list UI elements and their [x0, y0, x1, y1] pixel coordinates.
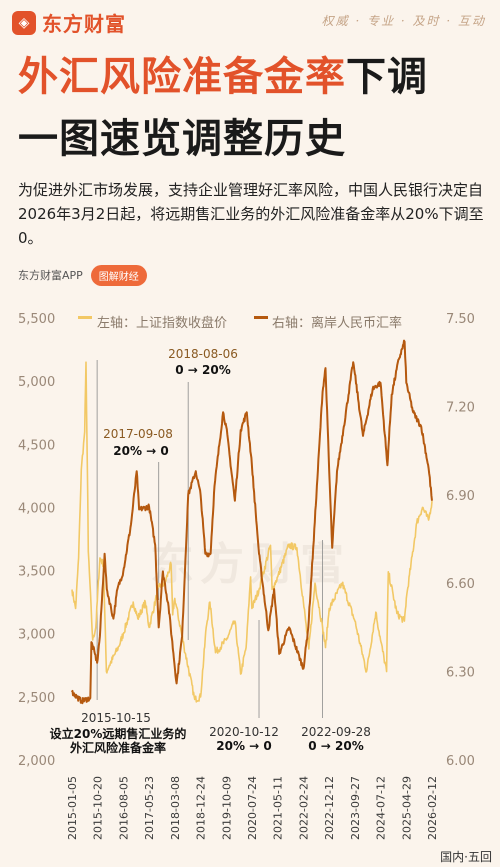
x-axis-tick-label: 2016-08-05	[117, 776, 130, 840]
annotation-date: 2020-10-12	[209, 725, 279, 739]
headline: 外汇风险准备金率下调 一图速览调整历史	[18, 46, 488, 170]
annotation-text: 外汇风险准备金率	[70, 740, 166, 755]
annotation-text: 设立20%远期售汇业务的	[50, 726, 187, 741]
x-axis-tick-label: 2022-12-12	[323, 776, 336, 840]
x-axis-tick-label: 2022-02-24	[297, 776, 310, 840]
source-app: 东方财富APP	[18, 269, 83, 282]
annotation-date: 2018-08-06	[168, 347, 238, 361]
x-axis-tick-label: 2015-01-05	[66, 776, 79, 840]
x-axis-tick-label: 2018-03-08	[169, 776, 182, 840]
annotation-date: 2015-10-15	[81, 711, 151, 725]
brand-logo-icon: ◈	[12, 10, 36, 35]
intro-paragraph: 为促进外汇市场发展，支持企业管理好汇率风险，中国人民银行决定自2026年3月2日…	[18, 181, 484, 247]
left-axis-tick-label: 3,000	[18, 628, 55, 643]
legend-label-left: 左轴：上证指数收盘价	[97, 315, 227, 331]
dual-axis-line-chart: 5,500 5,000 4,500 4,000 3,500 3,000 2,500 2,000…	[18, 312, 475, 840]
annotation-text: 0 → 20%	[308, 739, 363, 753]
legend-label-right: 右轴：离岸人民币汇率	[272, 315, 402, 331]
annotation-text: 20% → 0	[113, 444, 168, 458]
right-axis-tick-label: 7.50	[446, 312, 475, 327]
left-axis-tick-label: 3,500	[18, 565, 55, 580]
annotation-text: 0 → 20%	[175, 363, 230, 377]
x-axis-tick-label: 2023-09-27	[349, 776, 362, 840]
left-axis-tick-label: 4,500	[18, 438, 55, 453]
left-axis-tick-label: 5,500	[18, 312, 55, 327]
right-axis-tick-label: 6.90	[446, 489, 475, 504]
x-axis-tick-label: 2019-10-09	[220, 776, 233, 840]
slogan: 权威 · 专业 · 及时 · 互动	[321, 14, 486, 28]
source-badge[interactable]: 图解财经	[90, 264, 147, 286]
annotation-date: 2022-09-28	[301, 725, 371, 739]
right-axis-tick-label: 6.60	[446, 577, 475, 592]
top-bar: ◈ 东方财富 权威 · 专业 · 及时 · 互动	[0, 0, 500, 40]
left-axis-tick-label: 4,000	[18, 501, 55, 516]
right-axis-tick-label: 6.00	[446, 754, 475, 769]
x-axis-tick-label: 2021-05-11	[272, 776, 285, 840]
legend-swatch-left	[78, 316, 92, 319]
source-row: 东方财富APP 图解财经	[18, 264, 147, 286]
x-axis-tick-label: 2018-12-24	[195, 776, 208, 840]
headline-line-1: 外汇风险准备金率下调	[18, 46, 488, 108]
x-axis-tick-label: 2015-10-20	[92, 776, 105, 840]
x-axis-tick-label: 2025-04-29	[400, 776, 413, 840]
left-axis-tick-label: 5,000	[18, 375, 55, 390]
brand: ◈ 东方财富	[12, 8, 126, 37]
series-line-shanghai-index	[71, 361, 433, 703]
left-axis-tick-label: 2,000	[18, 754, 55, 769]
left-axis-tick-label: 2,500	[18, 691, 55, 706]
headline-red-part: 外汇风险准备金率	[18, 54, 346, 100]
annotation-text: 20% → 0	[216, 739, 271, 753]
x-axis-tick-label: 2026-02-12	[426, 776, 439, 840]
headline-line-2: 一图速览调整历史	[18, 116, 346, 162]
headline-black-part: 下调	[346, 54, 428, 100]
footer-mark: 国内·五回	[440, 850, 492, 864]
x-axis-tick-label: 2024-07-12	[375, 776, 388, 840]
x-axis-tick-label: 2020-07-24	[246, 776, 259, 840]
series-line-cnh-rate	[71, 339, 433, 705]
right-axis-tick-label: 7.20	[446, 400, 475, 415]
annotation-date: 2017-09-08	[103, 427, 173, 441]
legend-swatch-right	[254, 316, 268, 319]
brand-name: 东方财富	[42, 12, 126, 36]
right-axis-tick-label: 6.30	[446, 666, 475, 681]
x-axis-tick-label: 2017-05-23	[143, 776, 156, 840]
